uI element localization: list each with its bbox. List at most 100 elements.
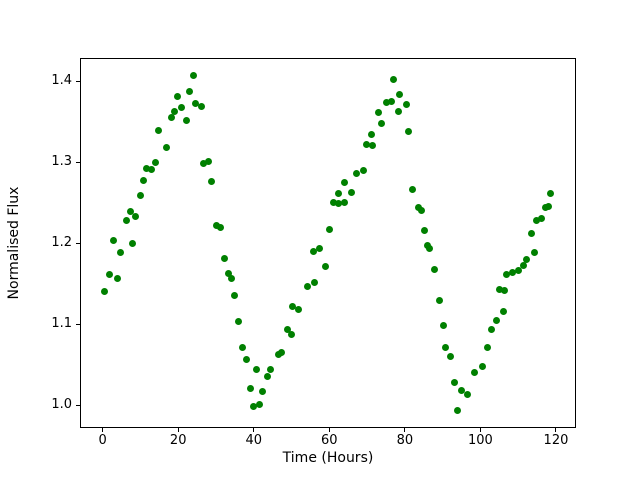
data-point	[375, 108, 383, 116]
x-tick-label: 0	[98, 433, 107, 448]
data-point	[105, 271, 113, 279]
data-point	[394, 107, 402, 115]
data-point	[189, 72, 197, 80]
data-point	[234, 318, 242, 326]
data-point	[435, 297, 443, 305]
data-point	[408, 186, 416, 194]
data-point	[545, 203, 553, 211]
x-tick-mark	[555, 428, 557, 432]
data-point	[363, 141, 371, 149]
data-point	[530, 248, 538, 256]
x-tick-mark	[479, 428, 481, 432]
data-point	[471, 369, 479, 377]
y-tick-mark	[76, 242, 80, 244]
data-point	[503, 270, 511, 278]
data-point	[256, 400, 264, 408]
y-tick-label: 1.1	[51, 316, 72, 332]
data-point	[484, 344, 492, 352]
data-point	[341, 179, 349, 187]
data-point	[167, 114, 175, 122]
data-point	[442, 344, 450, 352]
data-point	[492, 316, 500, 324]
x-axis-label: Time (Hours)	[282, 450, 374, 466]
data-point	[247, 385, 255, 393]
data-point	[538, 214, 546, 222]
data-point	[264, 373, 272, 381]
data-point	[178, 103, 186, 111]
data-point	[283, 325, 291, 333]
data-point	[243, 356, 251, 364]
data-point	[359, 166, 367, 174]
data-point	[325, 226, 333, 234]
data-point	[377, 120, 385, 128]
data-point	[404, 128, 412, 136]
data-point	[200, 160, 208, 168]
data-point	[258, 387, 266, 395]
data-point	[109, 236, 117, 244]
data-point	[515, 267, 523, 275]
x-tick-label: 100	[468, 433, 493, 448]
data-point	[527, 230, 535, 238]
data-point	[288, 331, 296, 339]
data-point	[220, 255, 228, 263]
data-point	[532, 217, 540, 225]
data-point	[458, 387, 466, 395]
data-point	[192, 99, 200, 107]
data-point	[238, 344, 246, 352]
data-point	[155, 127, 163, 135]
x-tick-label: 20	[169, 433, 187, 448]
data-point	[367, 130, 375, 138]
data-point	[140, 177, 148, 185]
x-tick-label: 120	[543, 433, 569, 448]
data-point	[227, 274, 235, 282]
data-point	[182, 116, 190, 124]
data-point	[496, 285, 504, 293]
data-point	[129, 239, 136, 247]
data-point	[253, 366, 261, 373]
data-point	[388, 98, 396, 106]
y-tick-mark	[76, 404, 80, 406]
y-axis-label: Normalised Flux	[6, 186, 22, 300]
data-point	[147, 166, 155, 174]
data-point	[217, 224, 225, 232]
data-point	[383, 99, 391, 106]
data-point	[451, 378, 459, 386]
data-point	[289, 302, 297, 310]
data-point	[487, 325, 495, 333]
data-point	[231, 292, 238, 300]
data-point	[431, 266, 439, 274]
data-point	[547, 190, 555, 198]
x-tick-mark	[102, 428, 104, 432]
data-point	[309, 247, 317, 255]
y-tick-mark	[76, 161, 80, 163]
data-point	[122, 217, 130, 225]
data-point	[132, 213, 140, 221]
data-point	[278, 349, 286, 356]
data-point	[501, 286, 509, 294]
data-point	[142, 165, 150, 173]
data-point	[127, 208, 135, 216]
data-point	[266, 366, 274, 373]
data-point	[335, 200, 343, 208]
x-tick-mark	[328, 428, 330, 432]
data-point	[426, 244, 434, 252]
data-point	[322, 263, 330, 271]
data-point	[136, 192, 144, 200]
data-point	[348, 188, 356, 196]
data-point	[303, 282, 311, 290]
data-point	[205, 158, 213, 166]
data-point	[334, 189, 342, 197]
data-point	[198, 103, 206, 111]
x-tick-mark	[177, 428, 179, 432]
data-point	[447, 353, 455, 361]
x-tick-label: 60	[321, 433, 338, 448]
data-point	[519, 262, 527, 270]
data-point	[329, 198, 337, 206]
y-tick-mark	[76, 80, 80, 82]
data-point	[464, 391, 472, 399]
data-point	[171, 107, 179, 115]
axes-frame	[80, 58, 576, 428]
y-tick-label: 1.3	[51, 154, 72, 170]
data-point	[213, 221, 221, 229]
